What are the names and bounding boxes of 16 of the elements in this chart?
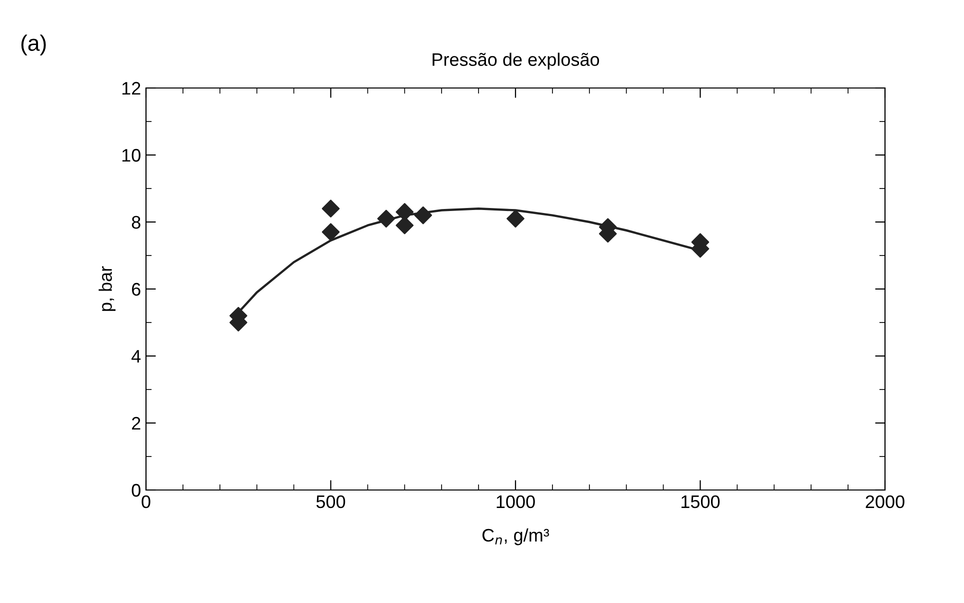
x-tick-label: 1500	[682, 495, 720, 508]
chart-title: Pressão de explosão	[432, 52, 600, 70]
x-tick-label: 500	[316, 495, 346, 508]
x-axis-title: C$_{n}$, g/m³	[482, 528, 550, 546]
x-tick-label: 2000	[866, 495, 904, 508]
y-tick-label: 10	[122, 148, 140, 162]
y-tick-label: 4	[132, 350, 141, 363]
y-axis-title: p, bar	[98, 266, 116, 311]
y-tick-label: 12	[122, 82, 140, 95]
y-tick-label: 6	[132, 282, 140, 296]
y-tick-label: 0	[132, 484, 140, 497]
y-tick-label: 2	[132, 416, 140, 430]
x-tick-label: 0	[142, 495, 150, 508]
text: (a)	[21, 34, 46, 56]
x-tick-label: 1000	[496, 495, 535, 508]
y-tick-label: 8	[132, 216, 140, 229]
